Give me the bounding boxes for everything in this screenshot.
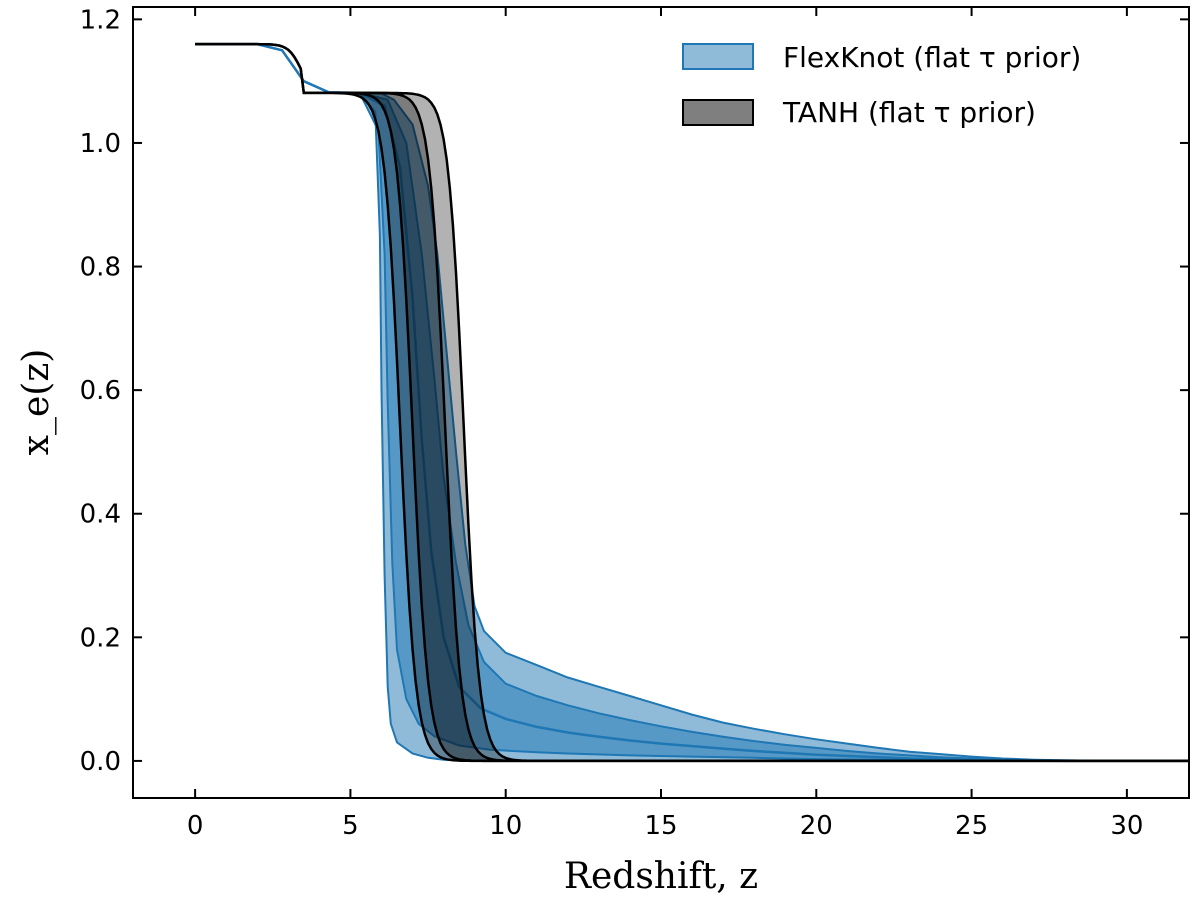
x-tick-label: 0 xyxy=(187,811,204,841)
legend: FlexKnot (flat τ prior) TANH (flat τ pri… xyxy=(682,41,1081,129)
y-tick-label: 1.0 xyxy=(80,129,121,159)
y-tick-label: 0.8 xyxy=(80,253,121,283)
plot-bands xyxy=(195,42,1189,763)
y-tick-label: 0.6 xyxy=(80,376,121,406)
y-tick-label: 0.4 xyxy=(80,500,121,530)
y-tick-label: 0.2 xyxy=(80,623,121,653)
x-axis: 0 5 10 15 20 25 30 xyxy=(187,7,1143,841)
y-axis-title: x_e(z) xyxy=(16,349,57,456)
x-tick-label: 5 xyxy=(342,811,359,841)
tanh-band-inner xyxy=(195,42,1189,763)
y-tick-label: 1.2 xyxy=(80,5,121,35)
y-axis: 0.0 0.2 0.4 0.6 0.8 1.0 1.2 xyxy=(80,5,1189,777)
y-tick-label: 0.0 xyxy=(80,747,121,777)
x-tick-label: 30 xyxy=(1110,811,1143,841)
legend-label-tanh: TANH (flat τ prior) xyxy=(782,96,1036,129)
x-tick-label: 25 xyxy=(955,811,988,841)
legend-swatch-tanh xyxy=(682,99,754,126)
x-axis-title: Redshift, z xyxy=(564,856,758,897)
x-tick-label: 15 xyxy=(644,811,677,841)
legend-swatch-flexknot xyxy=(682,43,754,70)
x-tick-label: 10 xyxy=(489,811,522,841)
x-tick-label: 20 xyxy=(800,811,833,841)
flexknot-median-line xyxy=(195,42,1189,763)
legend-label-flexknot: FlexKnot (flat τ prior) xyxy=(783,41,1081,74)
